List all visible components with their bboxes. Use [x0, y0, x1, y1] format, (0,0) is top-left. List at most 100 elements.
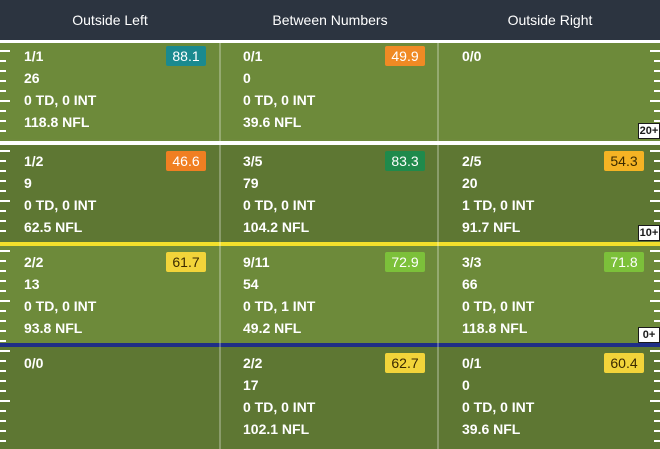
nfl-rating-text: 62.5 NFL [24, 219, 83, 235]
hash-mark [650, 400, 660, 402]
completions-text: 3/5 [243, 153, 263, 169]
grade-badge: 61.7 [166, 252, 206, 272]
completions-text: 2/2 [24, 254, 44, 270]
hash-mark [0, 360, 6, 362]
hash-mark [654, 190, 660, 192]
hash-mark [654, 280, 660, 282]
td-int-text: 0 TD, 0 INT [24, 197, 97, 213]
field-band [0, 145, 660, 242]
zone-cell[interactable]: 9/11 54 0 TD, 1 INT 49.2 NFL 72.9 [219, 246, 439, 343]
yards-text: 54 [243, 276, 259, 292]
td-int-text: 0 TD, 0 INT [243, 92, 316, 108]
hash-mark [0, 400, 10, 402]
zone-cell[interactable]: 3/5 79 0 TD, 0 INT 104.2 NFL 83.3 [219, 145, 439, 242]
grade-badge: 49.9 [385, 46, 425, 66]
completions-text: 1/1 [24, 48, 44, 64]
hash-mark [0, 330, 6, 332]
hash-mark [0, 290, 6, 292]
hash-mark [0, 260, 6, 262]
yards-text: 13 [24, 276, 40, 292]
nfl-rating-text: 102.1 NFL [243, 421, 310, 437]
yards-text: 79 [243, 175, 259, 191]
hash-mark [650, 200, 660, 202]
column-divider [219, 40, 221, 449]
nfl-rating-text: 93.8 NFL [24, 320, 83, 336]
nfl-rating-text: 39.6 NFL [462, 421, 521, 437]
hash-mark [654, 260, 660, 262]
hash-mark [0, 300, 10, 302]
yard-line [0, 141, 660, 145]
grade-badge: 72.9 [385, 252, 425, 272]
completions-text: 1/2 [24, 153, 44, 169]
hash-mark [650, 300, 660, 302]
hash-mark [0, 130, 6, 132]
td-int-text: 0 TD, 0 INT [24, 298, 97, 314]
hash-mark [654, 170, 660, 172]
completions-text: 2/2 [243, 355, 263, 371]
field-band [0, 246, 660, 343]
hash-mark [0, 280, 6, 282]
zone-cell[interactable]: 0/1 0 0 TD, 0 INT 39.6 NFL 60.4 [438, 347, 658, 449]
hash-mark [654, 290, 660, 292]
td-int-text: 1 TD, 0 INT [462, 197, 535, 213]
hash-mark [654, 430, 660, 432]
hash-mark [0, 210, 6, 212]
hash-mark [654, 390, 660, 392]
hash-mark [654, 120, 660, 122]
hash-mark [654, 440, 660, 442]
zone-cell[interactable]: 0/0 [438, 40, 658, 139]
completions-text: 0/0 [462, 48, 482, 64]
column-outside-right: Outside Right [507, 12, 593, 28]
hash-mark [0, 230, 6, 232]
nfl-rating-text: 118.8 NFL [462, 320, 528, 336]
hash-mark [654, 80, 660, 82]
zone-cell[interactable]: 3/3 66 0 TD, 0 INT 118.8 NFL 71.8 [438, 246, 658, 343]
hash-mark [0, 410, 6, 412]
hash-mark [654, 210, 660, 212]
zone-cell[interactable]: 2/5 20 1 TD, 0 INT 91.7 NFL 54.3 [438, 145, 658, 242]
column-header: Outside Left Between Numbers Outside Rig… [0, 0, 660, 40]
hash-mark [0, 310, 6, 312]
zone-cell[interactable]: 0/0 [0, 347, 220, 449]
hash-mark [0, 200, 10, 202]
hash-mark [0, 160, 6, 162]
yard-marker: 20+ [638, 123, 660, 139]
yard-marker: 10+ [638, 225, 660, 241]
hash-mark [0, 370, 6, 372]
zone-cell[interactable]: 2/2 13 0 TD, 0 INT 93.8 NFL 61.7 [0, 246, 220, 343]
completions-text: 9/11 [243, 254, 270, 270]
yard-marker: 0+ [638, 327, 660, 343]
nfl-rating-text: 49.2 NFL [243, 320, 302, 336]
yards-text: 0 [462, 377, 470, 393]
grade-badge: 60.4 [604, 353, 644, 373]
hash-mark [0, 90, 6, 92]
td-int-text: 0 TD, 0 INT [24, 92, 97, 108]
zone-cell[interactable]: 0/1 0 0 TD, 0 INT 39.6 NFL 49.9 [219, 40, 439, 139]
grade-badge: 88.1 [166, 46, 206, 66]
yard-line [0, 242, 660, 246]
nfl-rating-text: 39.6 NFL [243, 114, 302, 130]
hash-mark [0, 350, 10, 352]
completions-text: 0/0 [24, 355, 44, 371]
column-between-numbers: Between Numbers [272, 12, 388, 28]
zone-cell[interactable]: 1/2 9 0 TD, 0 INT 62.5 NFL 46.6 [0, 145, 220, 242]
completions-text: 2/5 [462, 153, 482, 169]
hash-mark [0, 390, 6, 392]
top-field-line [0, 40, 660, 43]
grade-badge: 54.3 [604, 151, 644, 171]
yards-text: 17 [243, 377, 259, 393]
td-int-text: 0 TD, 0 INT [243, 399, 316, 415]
hash-mark [0, 380, 6, 382]
zone-cell[interactable]: 1/1 26 0 TD, 0 INT 118.8 NFL 88.1 [0, 40, 220, 139]
hash-mark [0, 270, 6, 272]
hash-mark [654, 360, 660, 362]
hash-mark [0, 170, 6, 172]
zone-cell[interactable]: 2/2 17 0 TD, 0 INT 102.1 NFL 62.7 [219, 347, 439, 449]
hash-mark [0, 110, 6, 112]
field-band [0, 40, 660, 139]
grade-badge: 62.7 [385, 353, 425, 373]
hash-mark [0, 100, 10, 102]
hash-mark [654, 380, 660, 382]
column-divider [437, 40, 439, 449]
hash-mark [650, 100, 660, 102]
